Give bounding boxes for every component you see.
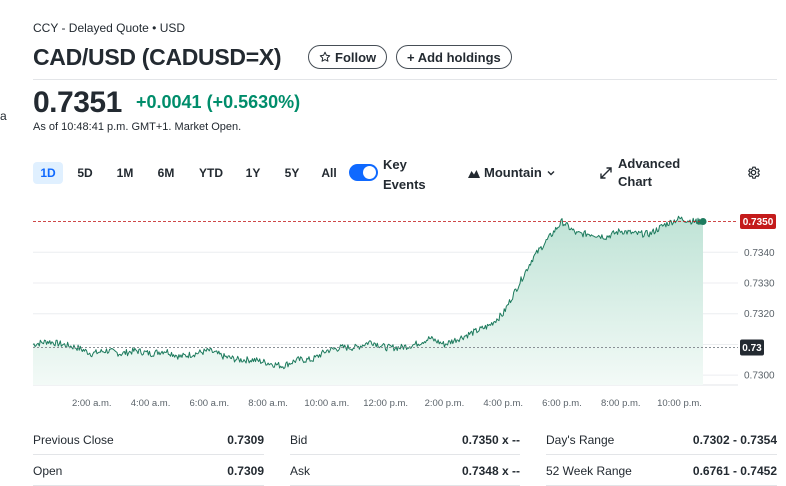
advanced-chart-button[interactable]: Advanced Chart bbox=[600, 155, 680, 191]
advanced-line1: Advanced bbox=[618, 156, 681, 171]
x-tick-label: 2:00 a.m. bbox=[72, 398, 112, 409]
range-tab-5y[interactable]: 5Y bbox=[284, 166, 300, 180]
stat-value: 0.6761 - 0.7452 bbox=[692, 464, 777, 478]
follow-button[interactable]: Follow bbox=[308, 45, 388, 69]
range-tab-all[interactable]: All bbox=[321, 166, 337, 180]
price: 0.7351 bbox=[33, 86, 122, 119]
advanced-line2: Chart bbox=[618, 174, 652, 189]
header-divider bbox=[33, 79, 777, 80]
stat-divider bbox=[290, 454, 520, 455]
last-point-dot bbox=[699, 218, 707, 226]
edge-text: a bbox=[0, 109, 7, 123]
current-price-tag bbox=[740, 214, 776, 230]
y-tick-label: 0.7320 bbox=[744, 309, 775, 320]
x-tick-label: 10:00 p.m. bbox=[657, 398, 702, 409]
previous-close-label: 0.73 bbox=[742, 343, 762, 354]
price-area bbox=[33, 216, 703, 385]
x-tick-label: 4:00 p.m. bbox=[483, 398, 523, 409]
add-holdings-button[interactable]: + Add holdings bbox=[396, 45, 512, 69]
stat-label: Bid bbox=[290, 433, 308, 447]
toggle-icon bbox=[363, 166, 376, 179]
key-events-label[interactable]: Key Events bbox=[383, 155, 426, 195]
range-tab-6m[interactable]: 6M bbox=[157, 166, 175, 180]
stat-value: 0.7350 x -- bbox=[461, 433, 520, 447]
stat-value: 0.7309 bbox=[227, 433, 264, 447]
stat-value: 0.7309 bbox=[227, 464, 264, 478]
x-tick-label: 6:00 p.m. bbox=[542, 398, 582, 409]
range-tab-1m[interactable]: 1M bbox=[116, 166, 134, 180]
chart-type-label: Mountain bbox=[484, 165, 542, 180]
page-title: CAD/USD (CADUSD=X) bbox=[33, 44, 282, 70]
x-tick-label: 6:00 a.m. bbox=[190, 398, 230, 409]
expand-icon bbox=[600, 167, 612, 179]
x-tick-label: 10:00 a.m. bbox=[304, 398, 349, 409]
stat-label: Day's Range bbox=[546, 433, 615, 447]
follow-label: Follow bbox=[335, 49, 377, 65]
star-icon bbox=[319, 51, 331, 62]
x-tick-label: 4:00 a.m. bbox=[131, 398, 171, 409]
price-series-line bbox=[32, 215, 704, 370]
add-holdings-label: + Add holdings bbox=[407, 49, 501, 65]
current-price-label: 0.7350 bbox=[743, 217, 774, 228]
price-change: +0.0041 (+0.5630%) bbox=[136, 92, 301, 112]
y-tick-label: 0.7340 bbox=[744, 248, 775, 259]
range-tab-1y[interactable]: 1Y bbox=[245, 166, 261, 180]
stat-label: 52 Week Range bbox=[546, 464, 632, 478]
x-tick-label: 8:00 a.m. bbox=[248, 398, 288, 409]
as-of-time: As of 10:48:41 p.m. GMT+1. Market Open. bbox=[33, 121, 242, 133]
chart-type-dropdown[interactable]: Mountain bbox=[468, 165, 556, 180]
stat-label: Ask bbox=[290, 464, 311, 478]
range-tab-5d[interactable]: 5D bbox=[77, 166, 93, 180]
stat-value: 0.7302 - 0.7354 bbox=[692, 433, 777, 447]
stat-divider bbox=[546, 454, 777, 455]
y-tick-label: 0.7330 bbox=[744, 278, 775, 289]
stat-value: 0.7348 x -- bbox=[461, 464, 520, 478]
range-tab-ytd[interactable]: YTD bbox=[199, 166, 223, 180]
key-events-toggle[interactable] bbox=[349, 164, 378, 181]
key-events-line1: Key bbox=[383, 157, 407, 172]
key-events-line2: Events bbox=[383, 177, 426, 192]
x-tick-label: 2:00 p.m. bbox=[425, 398, 465, 409]
x-tick-label: 8:00 p.m. bbox=[601, 398, 641, 409]
x-tick-label: 12:00 p.m. bbox=[363, 398, 408, 409]
stat-divider bbox=[33, 454, 264, 455]
range-tab-1d[interactable]: 1D bbox=[33, 162, 63, 184]
previous-close-tag bbox=[740, 339, 764, 356]
stat-label: Open bbox=[33, 464, 63, 478]
chevron-down-icon bbox=[547, 170, 555, 175]
stat-label: Previous Close bbox=[33, 433, 114, 447]
y-tick-label: 0.7300 bbox=[744, 371, 775, 382]
mountain-icon bbox=[468, 169, 480, 178]
price-chart[interactable]: 0.7340 0.7330 0.7320 0.7300 0.7350 0.73 2:00 a… bbox=[0, 208, 786, 414]
exchange-info: CCY - Delayed Quote • USD bbox=[33, 21, 186, 35]
gear-icon[interactable] bbox=[746, 165, 761, 180]
